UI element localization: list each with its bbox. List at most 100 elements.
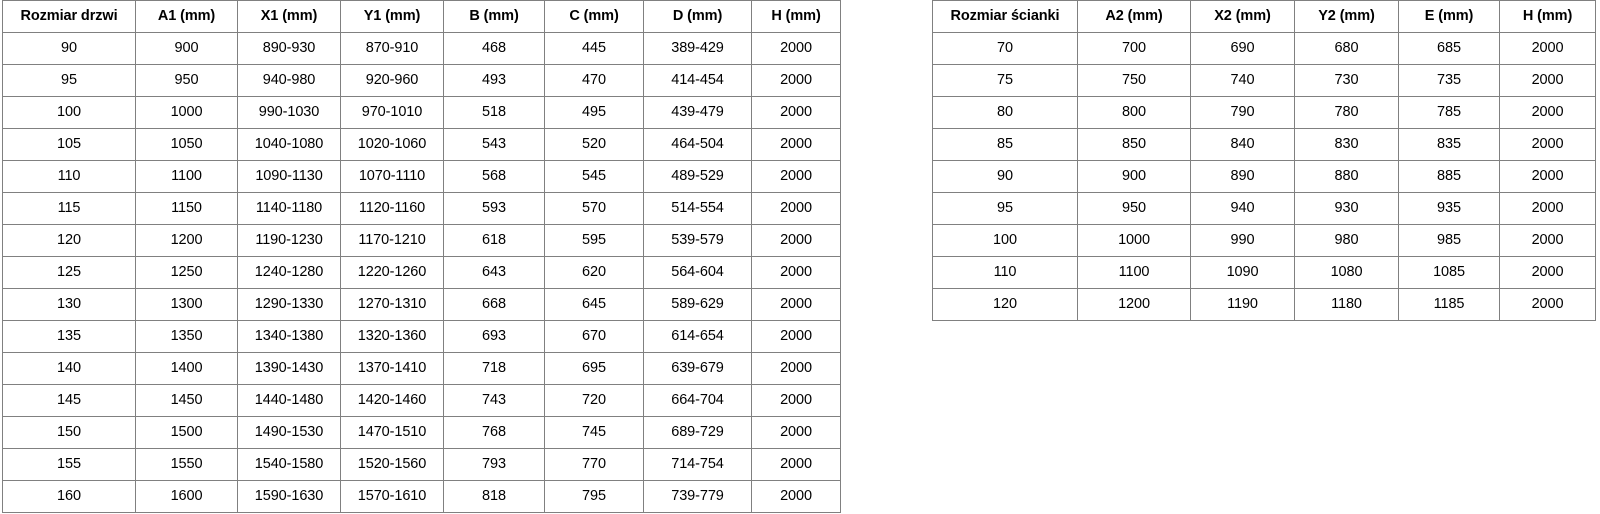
table-cell: 493	[443, 64, 545, 97]
table-cell: 1600	[135, 480, 238, 513]
table-row: 115 1150 1140-1180 1120-1160 593 570 514-554 20…	[2, 192, 841, 225]
table-cell: 495	[544, 96, 644, 129]
table-row: 85 850 840 830 835 2000	[932, 128, 1596, 161]
table-cell: 1250	[135, 256, 238, 289]
table-cell: 1140-1180	[237, 192, 341, 225]
column-header-x2: X2 (mm)	[1190, 0, 1295, 33]
table-row: 90 900 890-930 870-910 468 445 389-429 2000	[2, 32, 841, 65]
table-cell: 689-729	[643, 416, 752, 449]
table-cell: 564-604	[643, 256, 752, 289]
table-cell: 2000	[751, 160, 841, 193]
table-cell: 2000	[1499, 288, 1596, 321]
table-cell: 940-980	[237, 64, 341, 97]
table-cell: 1200	[1077, 288, 1191, 321]
column-header-y1: Y1 (mm)	[340, 0, 444, 33]
table-cell: 1085	[1398, 256, 1500, 289]
table-cell: 2000	[1499, 224, 1596, 257]
table-cell: 693	[443, 320, 545, 353]
table-cell: 890-930	[237, 32, 341, 65]
table-cell: 639-679	[643, 352, 752, 385]
table-cell: 1200	[135, 224, 238, 257]
table-cell: 120	[2, 224, 136, 257]
table-cell: 880	[1294, 160, 1399, 193]
table-cell: 680	[1294, 32, 1399, 65]
table-cell: 1040-1080	[237, 128, 341, 161]
table-cell: 125	[2, 256, 136, 289]
table-cell: 1520-1560	[340, 448, 444, 481]
table-cell: 690	[1190, 32, 1295, 65]
table-cell: 2000	[751, 416, 841, 449]
column-header-h: H (mm)	[1499, 0, 1596, 33]
table-cell: 1020-1060	[340, 128, 444, 161]
table-cell: 1190-1230	[237, 224, 341, 257]
table-cell: 735	[1398, 64, 1500, 97]
table-cell: 785	[1398, 96, 1500, 129]
table-cell: 120	[932, 288, 1078, 321]
table-cell: 2000	[1499, 256, 1596, 289]
table-cell: 1470-1510	[340, 416, 444, 449]
table-cell: 718	[443, 352, 545, 385]
table-cell: 570	[544, 192, 644, 225]
table-cell: 1340-1380	[237, 320, 341, 353]
table-cell: 539-579	[643, 224, 752, 257]
table-cell: 1090-1130	[237, 160, 341, 193]
table-cell: 389-429	[643, 32, 752, 65]
table-cell: 935	[1398, 192, 1500, 225]
table-cell: 1080	[1294, 256, 1399, 289]
table-row: 155 1550 1540-1580 1520-1560 793 770 714-754 20…	[2, 448, 841, 481]
table-cell: 2000	[751, 384, 841, 417]
table-cell: 714-754	[643, 448, 752, 481]
table-cell: 1570-1610	[340, 480, 444, 513]
table-cell: 1185	[1398, 288, 1500, 321]
table-cell: 920-960	[340, 64, 444, 97]
table-cell: 1070-1110	[340, 160, 444, 193]
table-cell: 990	[1190, 224, 1295, 257]
wall-table-header: Rozmiar ścianki A2 (mm) X2 (mm) Y2 (mm) …	[932, 0, 1596, 33]
table-cell: 135	[2, 320, 136, 353]
table-cell: 1540-1580	[237, 448, 341, 481]
table-cell: 2000	[751, 448, 841, 481]
table-row: 120 1200 1190-1230 1170-1210 618 595 539-579 20…	[2, 224, 841, 257]
table-cell: 1150	[135, 192, 238, 225]
table-cell: 100	[2, 96, 136, 129]
table-row: 95 950 940-980 920-960 493 470 414-454 2000	[2, 64, 841, 97]
table-cell: 2000	[751, 64, 841, 97]
table-cell: 1000	[1077, 224, 1191, 257]
table-cell: 885	[1398, 160, 1500, 193]
doors-table-body: 90 900 890-930 870-910 468 445 389-429 2000 95 95…	[2, 32, 841, 513]
table-cell: 970-1010	[340, 96, 444, 129]
wall-table-body: 70 700 690 680 685 2000 75 750 740 730 735 2000 80 80…	[932, 32, 1596, 321]
table-cell: 695	[544, 352, 644, 385]
table-cell: 1440-1480	[237, 384, 341, 417]
table-cell: 770	[544, 448, 644, 481]
table-cell: 840	[1190, 128, 1295, 161]
column-header-b: B (mm)	[443, 0, 545, 33]
table-cell: 793	[443, 448, 545, 481]
table-cell: 2000	[1499, 64, 1596, 97]
table-cell: 980	[1294, 224, 1399, 257]
table-cell: 1370-1410	[340, 352, 444, 385]
table-row: 130 1300 1290-1330 1270-1310 668 645 589-629 20…	[2, 288, 841, 321]
table-cell: 870-910	[340, 32, 444, 65]
table-cell: 1290-1330	[237, 288, 341, 321]
table-cell: 668	[443, 288, 545, 321]
table-cell: 643	[443, 256, 545, 289]
table-cell: 835	[1398, 128, 1500, 161]
table-cell: 2000	[751, 320, 841, 353]
table-cell: 2000	[751, 480, 841, 513]
table-cell: 800	[1077, 96, 1191, 129]
table-cell: 90	[2, 32, 136, 65]
table-cell: 730	[1294, 64, 1399, 97]
table-cell: 545	[544, 160, 644, 193]
table-cell: 110	[932, 256, 1078, 289]
table-header-row: Rozmiar ścianki A2 (mm) X2 (mm) Y2 (mm) …	[932, 0, 1596, 33]
table-cell: 685	[1398, 32, 1500, 65]
table-cell: 1490-1530	[237, 416, 341, 449]
table-cell: 105	[2, 128, 136, 161]
table-cell: 818	[443, 480, 545, 513]
table-cell: 1390-1430	[237, 352, 341, 385]
table-cell: 589-629	[643, 288, 752, 321]
table-cell: 100	[932, 224, 1078, 257]
table-cell: 2000	[751, 224, 841, 257]
table-cell: 2000	[751, 352, 841, 385]
